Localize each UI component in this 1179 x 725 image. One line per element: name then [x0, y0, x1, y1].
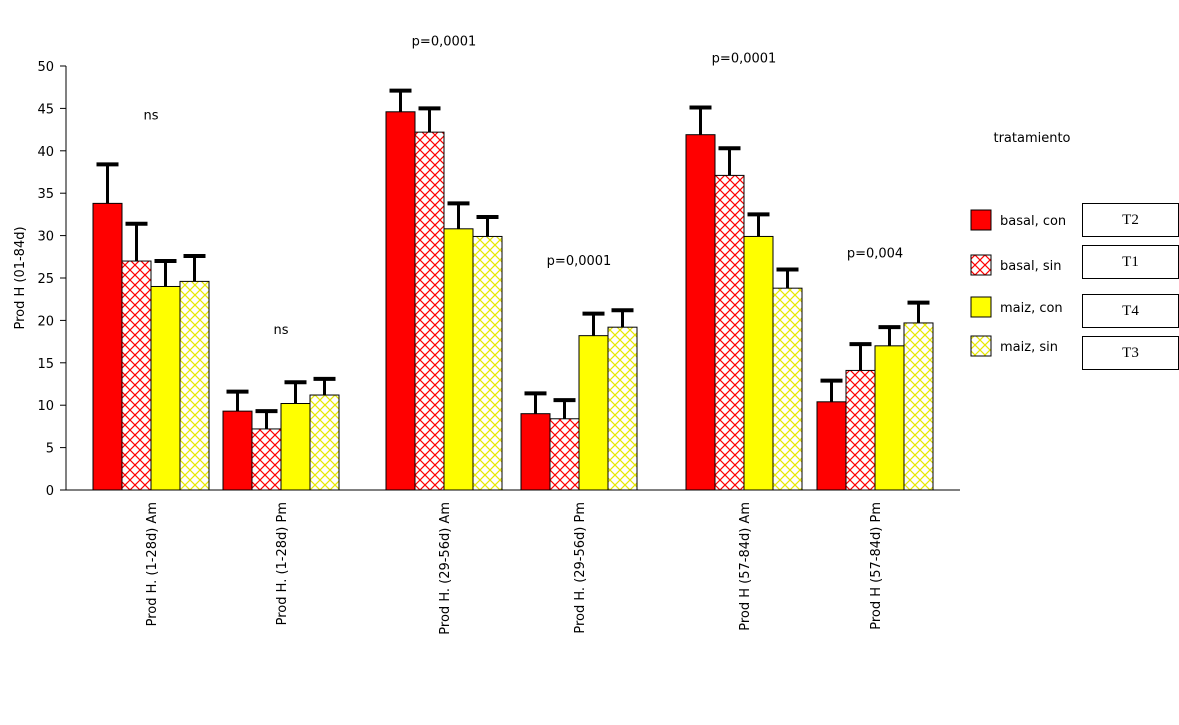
y-tick-label: 15 [37, 357, 54, 372]
y-tick-label: 5 [46, 442, 54, 457]
bars [92, 111, 934, 491]
significance-label: ns [273, 323, 288, 338]
legend-swatch [970, 254, 992, 276]
x-tick-label: Prod H (57-84d) Pm [869, 502, 884, 630]
bar [520, 413, 551, 491]
treatment-code-box: T1 [1082, 245, 1179, 279]
treatment-code: T2 [1122, 211, 1139, 228]
bar [816, 401, 847, 491]
significance-label: p=0,0001 [547, 254, 612, 269]
bar [150, 285, 181, 491]
x-tick-label: Prod H (57-84d) Am [738, 502, 753, 631]
bar [414, 131, 445, 491]
treatment-code: T4 [1122, 302, 1139, 319]
legend-label: maiz, sin [1000, 340, 1058, 355]
x-tick-label: Prod H. (1-28d) Am [145, 502, 160, 626]
treatment-code-box: T3 [1082, 336, 1179, 370]
bar [874, 345, 905, 491]
treatment-code: T1 [1122, 253, 1139, 270]
y-axis-label: Prod H (01-84d) [13, 226, 28, 329]
y-tick-label: 20 [37, 314, 54, 329]
y-tick-label: 40 [37, 145, 54, 160]
y-tick-label: 45 [37, 102, 54, 117]
bar [280, 403, 311, 491]
legend-swatch [970, 209, 992, 231]
bar [685, 134, 716, 491]
bar [443, 228, 474, 491]
significance-label: p=0,0001 [412, 35, 477, 50]
legend-label: basal, sin [1000, 259, 1061, 274]
bar [472, 235, 503, 491]
y-tick-label: 50 [37, 60, 54, 75]
bar [179, 280, 210, 491]
legend-swatch [970, 335, 992, 357]
bar [903, 322, 934, 491]
significance-label: p=0,0001 [712, 52, 777, 67]
bar [251, 428, 282, 491]
x-tick-label: Prod H. (29-56d) Pm [573, 502, 588, 634]
legend: tratamiento basal, con basal, sin maiz, con… [970, 131, 1071, 357]
y-tick-label: 10 [37, 399, 54, 414]
error-bars [96, 88, 930, 429]
bar [845, 369, 876, 491]
bar [385, 111, 416, 491]
y-tick-label: 35 [37, 187, 54, 202]
legend-title: tratamiento [993, 131, 1070, 146]
bar [222, 410, 253, 491]
bar [121, 260, 152, 491]
significance-label: ns [143, 108, 158, 123]
bar [772, 287, 803, 491]
x-tick-label: Prod H. (29-56d) Am [438, 502, 453, 635]
legend-label: maiz, con [1000, 301, 1063, 316]
bar [309, 394, 340, 491]
legend-swatch [970, 296, 992, 318]
treatment-code-box: T4 [1082, 294, 1179, 328]
y-tick-label: 25 [37, 272, 54, 287]
significance-label: p=0,004 [847, 247, 903, 262]
bar [92, 202, 123, 491]
bar [549, 418, 580, 491]
significance-annotations: ns ns p=0,0001 p=0,0001 p=0,0001 p=0,004 [143, 35, 903, 338]
x-tick-label: Prod H. (1-28d) Pm [275, 502, 290, 625]
bar [743, 235, 774, 491]
treatment-code: T3 [1122, 344, 1139, 361]
axes: 0 5 10 15 20 25 30 35 40 45 50 Prod H (01-84d) Prod … [13, 60, 960, 635]
legend-label: basal, con [1000, 214, 1066, 229]
y-tick-label: 0 [46, 484, 54, 499]
bar [607, 326, 638, 491]
bar [714, 174, 745, 491]
bar [578, 335, 609, 491]
treatment-code-box: T2 [1082, 203, 1179, 237]
y-tick-label: 30 [37, 230, 54, 245]
